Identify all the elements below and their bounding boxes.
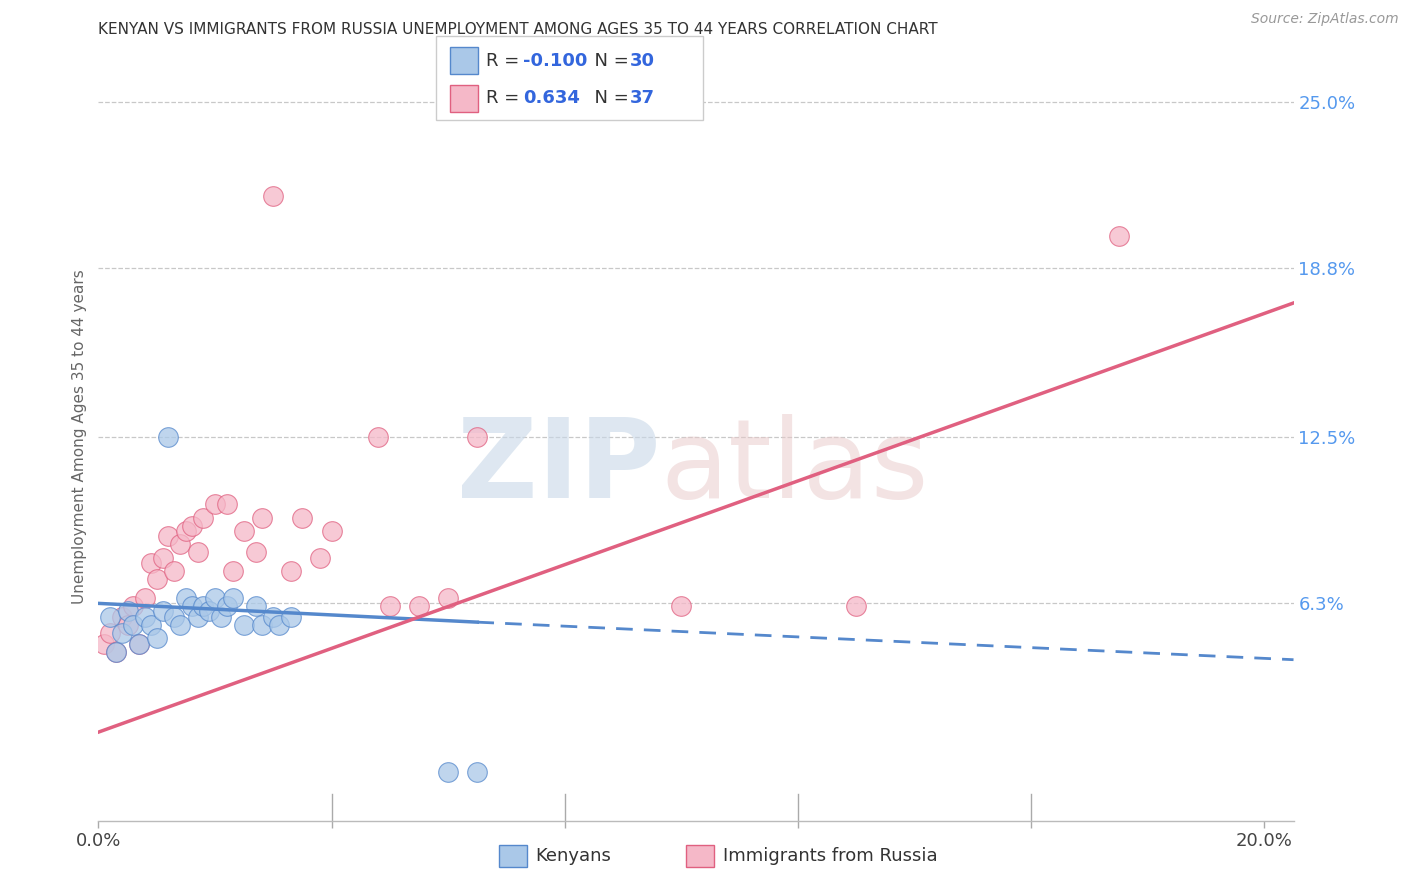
Point xyxy=(145,632,167,646)
Point xyxy=(104,645,127,659)
Point xyxy=(134,609,156,624)
Point xyxy=(221,564,243,578)
Point xyxy=(245,599,267,613)
Point xyxy=(174,591,197,605)
Point xyxy=(122,617,145,632)
Point xyxy=(437,765,460,780)
Point xyxy=(209,609,232,624)
Point xyxy=(845,599,868,613)
Point xyxy=(145,572,167,586)
Text: N =: N = xyxy=(583,89,636,107)
Point xyxy=(269,617,291,632)
Point xyxy=(186,545,208,559)
Point xyxy=(163,609,186,624)
Point xyxy=(152,604,174,618)
Y-axis label: Unemployment Among Ages 35 to 44 years: Unemployment Among Ages 35 to 44 years xyxy=(72,269,87,605)
Text: 37: 37 xyxy=(630,89,655,107)
Point xyxy=(408,599,430,613)
Point xyxy=(93,637,115,651)
Point xyxy=(467,765,489,780)
Point xyxy=(215,497,238,511)
Point xyxy=(180,599,202,613)
Point xyxy=(139,617,162,632)
Text: 0.634: 0.634 xyxy=(523,89,579,107)
Point xyxy=(233,524,256,538)
Point xyxy=(262,188,284,202)
Point xyxy=(309,550,332,565)
Point xyxy=(98,609,121,624)
Point xyxy=(378,599,401,613)
Text: KENYAN VS IMMIGRANTS FROM RUSSIA UNEMPLOYMENT AMONG AGES 35 TO 44 YEARS CORRELAT: KENYAN VS IMMIGRANTS FROM RUSSIA UNEMPLO… xyxy=(98,22,938,37)
Point xyxy=(280,564,302,578)
Point xyxy=(111,626,134,640)
Point xyxy=(152,550,174,565)
Point xyxy=(157,430,180,444)
Point xyxy=(367,430,389,444)
Point xyxy=(111,609,134,624)
Point xyxy=(122,599,145,613)
Text: -0.100: -0.100 xyxy=(523,52,588,70)
Text: 30: 30 xyxy=(630,52,655,70)
Text: Immigrants from Russia: Immigrants from Russia xyxy=(723,847,938,865)
Point xyxy=(180,518,202,533)
Point xyxy=(128,637,150,651)
Point xyxy=(671,599,693,613)
Point xyxy=(204,497,226,511)
Point xyxy=(134,591,156,605)
Text: R =: R = xyxy=(486,89,531,107)
Point xyxy=(169,537,191,551)
Text: N =: N = xyxy=(583,52,636,70)
Point xyxy=(117,617,139,632)
Point xyxy=(221,591,243,605)
Text: R =: R = xyxy=(486,52,526,70)
Point xyxy=(169,617,191,632)
Text: Kenyans: Kenyans xyxy=(536,847,612,865)
Point xyxy=(128,637,150,651)
Point xyxy=(174,524,197,538)
Point xyxy=(250,617,273,632)
Point xyxy=(204,591,226,605)
Point xyxy=(117,604,139,618)
Point xyxy=(262,609,284,624)
Point xyxy=(280,609,302,624)
Point xyxy=(98,626,121,640)
Point xyxy=(215,599,238,613)
Point xyxy=(437,591,460,605)
Point xyxy=(104,645,127,659)
Point xyxy=(198,604,221,618)
Point xyxy=(245,545,267,559)
Point xyxy=(193,510,215,524)
Point xyxy=(157,529,180,543)
Point xyxy=(291,510,314,524)
Point xyxy=(321,524,343,538)
Point xyxy=(250,510,273,524)
Point xyxy=(233,617,256,632)
Text: ZIP: ZIP xyxy=(457,414,661,521)
Point xyxy=(163,564,186,578)
Point xyxy=(193,599,215,613)
Point xyxy=(1108,228,1130,243)
Text: atlas: atlas xyxy=(661,414,928,521)
Text: Source: ZipAtlas.com: Source: ZipAtlas.com xyxy=(1251,12,1399,26)
Point xyxy=(467,430,489,444)
Point xyxy=(186,609,208,624)
Point xyxy=(139,556,162,570)
